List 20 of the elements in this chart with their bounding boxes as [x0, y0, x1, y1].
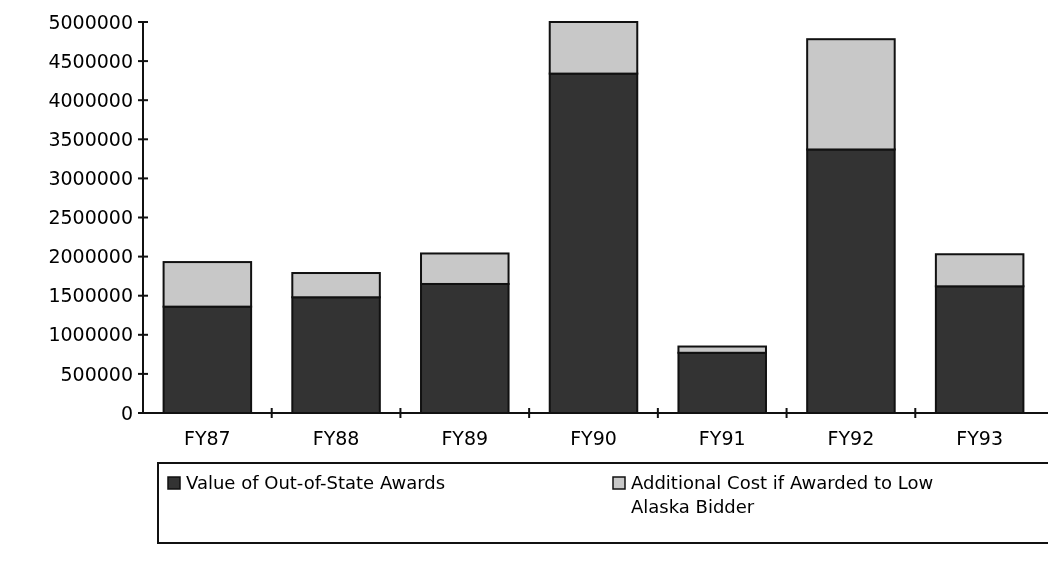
y-tick-label: 4000000 [48, 88, 133, 111]
y-tick-label: 0 [120, 401, 133, 424]
y-tick-label: 2000000 [48, 245, 133, 268]
y-tick-label: 2500000 [48, 206, 133, 229]
y-tick-label: 500000 [60, 362, 133, 385]
x-tick-label: FY92 [827, 427, 875, 449]
y-tick-label: 3500000 [48, 127, 133, 150]
x-tick-label: FY93 [956, 427, 1003, 449]
y-tick-label: 5000000 [48, 10, 133, 33]
legend-label: Additional Cost if Awarded to Low Alaska Bidder [631, 472, 934, 517]
x-tick-label: FY87 [184, 427, 231, 449]
y-tick-label: 1000000 [48, 323, 133, 346]
legend-label: Value of Out-of-State Awards [186, 472, 446, 493]
x-tick-label: FY89 [441, 427, 489, 449]
x-tick-label: FY91 [698, 427, 746, 449]
y-tick-label: 3000000 [48, 167, 133, 190]
x-tick-label: FY90 [570, 427, 617, 449]
y-tick-label: 1500000 [48, 284, 133, 307]
y-tick-label: 4500000 [48, 49, 133, 72]
x-tick-label: FY88 [312, 427, 360, 449]
